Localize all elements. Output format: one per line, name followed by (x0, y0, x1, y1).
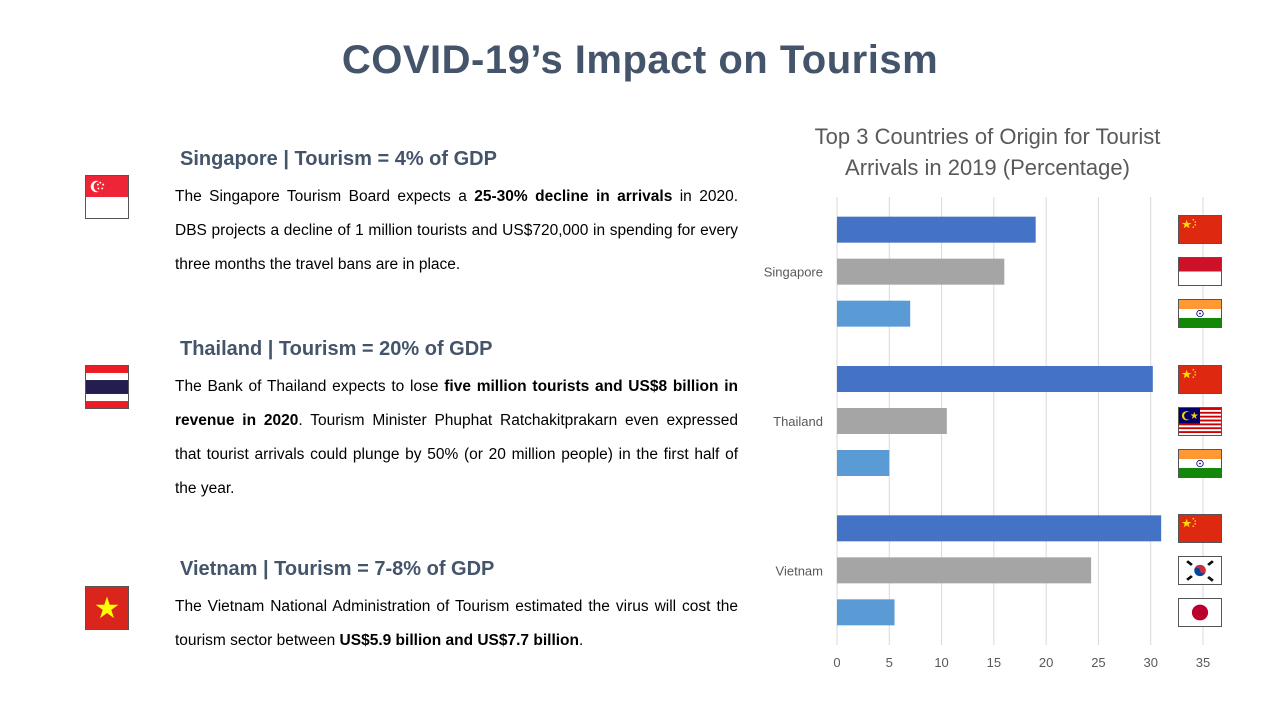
x-tick-label: 30 (1143, 655, 1157, 670)
text-run: The Bank of Thailand expects to lose (175, 378, 445, 395)
section-heading-singapore: Singapore | Tourism = 4% of GDP (180, 148, 497, 170)
bold-text-run: 25-30% decline in arrivals (474, 188, 673, 205)
bar (837, 216, 1036, 243)
bar (837, 366, 1153, 392)
singapore-flag-icon (85, 175, 129, 219)
china-flag-icon (1178, 215, 1222, 245)
bar-chart: 0 5 10 15 20 25 30 35 Singapore Thailand Vietnam (764, 197, 1210, 670)
page-title: COVID-19’s Impact on Tourism (341, 38, 939, 82)
y-category-label: Vietnam (776, 563, 823, 578)
bold-text-run: US$5.9 billion and US$7.7 billion (339, 632, 579, 649)
section-heading-thailand: Thailand | Tourism = 20% of GDP (180, 338, 493, 360)
section-heading-vietnam: Vietnam | Tourism = 7-8% of GDP (180, 558, 495, 580)
chart-title: Top 3 Countries of Origin for Tourist Ar… (814, 124, 1161, 180)
x-tick-label: 10 (934, 655, 948, 670)
section-text-singapore: The Singapore Tourism Board expects a 25… (175, 180, 738, 282)
bold-text-run: five million tourists and US$8 billion i… (175, 378, 739, 429)
bar (837, 258, 1005, 285)
text-run: The Singapore Tourism Board expects a (175, 188, 475, 205)
bar (837, 408, 947, 434)
bar (837, 515, 1162, 542)
south-korea-flag-icon (1178, 555, 1222, 585)
thailand-flag-icon (85, 365, 129, 409)
china-flag-icon (1178, 513, 1222, 543)
bar (837, 300, 911, 327)
india-flag-icon (1178, 299, 1222, 329)
bar (837, 450, 890, 476)
section-text-thailand: The Bank of Thailand expects to lose fiv… (175, 370, 738, 506)
china-flag-icon (1178, 364, 1222, 394)
y-category-label: Singapore (764, 265, 823, 280)
y-category-label: Thailand (773, 414, 823, 429)
malaysia-flag-icon (1178, 406, 1222, 436)
bar (837, 599, 895, 626)
x-tick-label: 35 (1196, 655, 1210, 670)
x-tick-label: 25 (1091, 655, 1105, 670)
section-text-vietnam: The Vietnam National Administration of T… (175, 590, 738, 658)
text-run: The Vietnam National Administration of T… (175, 598, 738, 649)
x-tick-label: 0 (833, 655, 840, 670)
vietnam-flag-icon (85, 586, 129, 630)
x-tick-label: 5 (886, 655, 893, 670)
indonesia-flag-icon (1178, 257, 1222, 287)
text-run: in 2020. DBS projects a decline of 1 mil… (175, 188, 739, 273)
x-tick-label: 15 (987, 655, 1001, 670)
x-tick-label: 20 (1039, 655, 1053, 670)
text-run: . Tourism Minister Phuphat Ratchakitprak… (175, 412, 738, 497)
bar (837, 557, 1092, 584)
japan-flag-icon (1178, 597, 1222, 627)
text-run: . (579, 632, 584, 649)
india-flag-icon (1178, 448, 1222, 478)
